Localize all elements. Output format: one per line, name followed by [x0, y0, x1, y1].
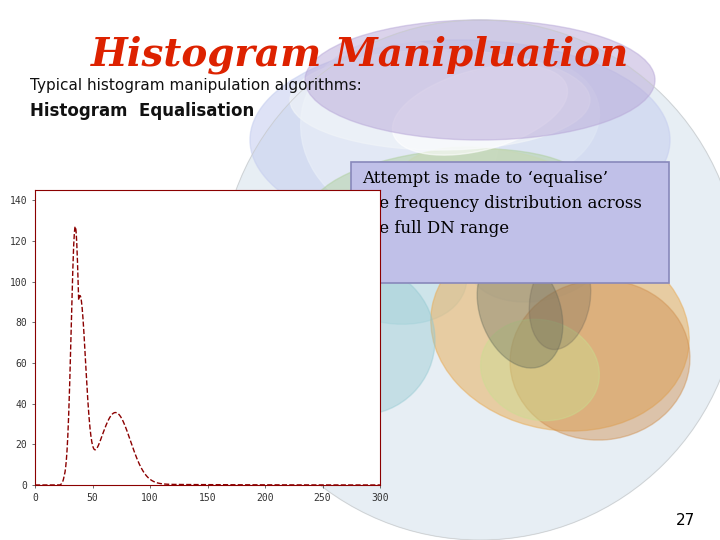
Text: Typical histogram manipulation algorithms:: Typical histogram manipulation algorithm… [30, 78, 361, 93]
Ellipse shape [310, 148, 590, 251]
Ellipse shape [392, 65, 567, 155]
Ellipse shape [250, 40, 670, 240]
Ellipse shape [401, 147, 599, 233]
Text: Histogram  Equalisation: Histogram Equalisation [30, 102, 254, 120]
Ellipse shape [481, 319, 599, 421]
Text: Histogram Manipluation: Histogram Manipluation [91, 35, 629, 73]
Ellipse shape [477, 252, 563, 368]
FancyBboxPatch shape [351, 163, 669, 283]
Text: Attempt is made to ‘equalise’
the frequency distribution across
the full DN rang: Attempt is made to ‘equalise’ the freque… [362, 171, 642, 237]
Ellipse shape [441, 59, 600, 181]
Ellipse shape [529, 251, 591, 349]
Ellipse shape [305, 20, 655, 140]
Ellipse shape [467, 198, 613, 302]
Circle shape [220, 20, 720, 540]
Ellipse shape [510, 280, 690, 440]
Ellipse shape [431, 229, 689, 431]
Ellipse shape [301, 39, 500, 221]
Ellipse shape [293, 196, 467, 324]
Ellipse shape [285, 265, 435, 415]
Text: 27: 27 [676, 513, 695, 528]
Ellipse shape [290, 50, 590, 150]
